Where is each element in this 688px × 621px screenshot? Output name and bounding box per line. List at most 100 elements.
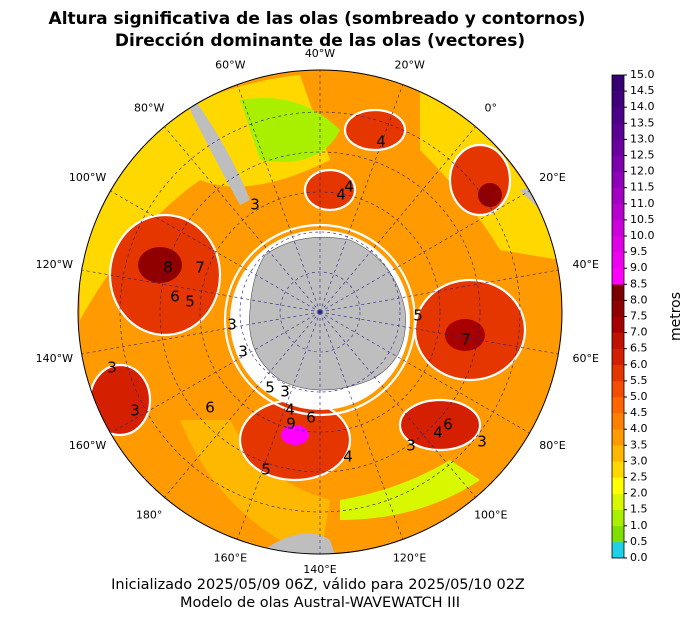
colorbar-tick-label: 7.0 (630, 326, 648, 339)
colorbar-band (612, 477, 624, 494)
meridian (319, 126, 476, 313)
contour-label: 3 (280, 383, 290, 401)
colorbar-band (612, 91, 624, 108)
colorbar-label: metros (668, 292, 684, 341)
colorbar-tick-label: 12.0 (630, 165, 655, 178)
longitude-label: 180° (136, 509, 163, 522)
colorbar-tick-label: 4.0 (630, 422, 648, 435)
colorbar-band (612, 461, 624, 478)
colorbar-band (612, 332, 624, 349)
contour-label: 3 (227, 316, 237, 334)
colorbar-tick-label: 0.0 (630, 551, 648, 564)
longitude-label: 60°W (215, 59, 245, 72)
longitude-label: 40°E (572, 258, 598, 271)
longitude-label: 40°W (305, 47, 335, 60)
colorbar-tick-label: 4.5 (630, 406, 648, 419)
colorbar-band (612, 509, 624, 527)
meridian (319, 311, 559, 355)
contour-label: 6 (170, 288, 180, 306)
colorbar-band (612, 445, 624, 462)
colorbar-tick-label: 7.5 (630, 310, 648, 323)
longitude-label: 80°E (539, 439, 565, 452)
colorbar-tick-label: 10.0 (630, 229, 655, 242)
contour-label: 7 (195, 259, 205, 277)
longitude-label: 60°E (572, 352, 598, 365)
colorbar-band (612, 413, 624, 430)
contour-label: 4 (336, 186, 346, 204)
colorbar-band (612, 284, 624, 301)
colorbar-tick-label: 2.5 (630, 471, 648, 484)
contour-label: 6 (205, 399, 215, 417)
contour-label: 4 (344, 178, 354, 196)
meridian (319, 311, 404, 540)
contour-label: 4 (343, 448, 353, 466)
contour-label: 8 (163, 259, 173, 277)
meridian (319, 190, 530, 313)
colorbar-tick-label: 13.5 (630, 116, 655, 129)
longitude-label: 20°E (539, 171, 565, 184)
longitude-label: 160°E (214, 551, 247, 564)
contour-label: 3 (406, 437, 416, 455)
colorbar-tick-label: 9.0 (630, 261, 648, 274)
colorbar-band (612, 380, 624, 398)
longitude-label: 160°W (69, 439, 106, 452)
title-line: Altura significativa de las olas (sombre… (49, 9, 586, 29)
colorbar-tick-label: 14.5 (630, 84, 655, 97)
colorbar-tick-label: 3.5 (630, 438, 648, 451)
colorbar-tick-label: 9.5 (630, 245, 648, 258)
colorbar-tick-label: 0.5 (630, 535, 648, 548)
colorbar-band (612, 364, 624, 382)
contour-label: 3 (238, 343, 248, 361)
longitude-label: 120°W (36, 258, 73, 271)
colorbar-band (612, 236, 624, 253)
meridian (319, 84, 404, 313)
colorbar-tick-label: 13.0 (630, 132, 655, 145)
contour-label: 5 (265, 379, 275, 397)
longitude-label: 100°E (474, 509, 507, 522)
contour-label: 7 (461, 331, 471, 349)
colorbar-band (612, 493, 624, 510)
colorbar-band (612, 300, 624, 317)
meridian (236, 84, 321, 313)
colorbar-band (612, 155, 624, 172)
contour-label: 4 (376, 133, 386, 151)
colorbar-tick-label: 6.5 (630, 342, 648, 355)
colorbar-band (612, 203, 624, 221)
meridian (319, 311, 530, 434)
colorbar-band (612, 75, 624, 92)
contour-label: 3 (477, 433, 487, 451)
colorbar-tick-label: 11.5 (630, 181, 655, 194)
meridian (164, 311, 321, 498)
contour-label: 3 (130, 402, 140, 420)
contour-label: 4 (285, 401, 295, 419)
contour-label: 9 (286, 415, 296, 433)
colorbar-tick-label: 11.0 (630, 197, 655, 210)
colorbar-band (612, 397, 624, 414)
longitude-label: 120°E (393, 551, 426, 564)
contour-label: 5 (413, 307, 423, 325)
contour-label: 3 (250, 196, 260, 214)
colorbar-band (612, 525, 624, 543)
colorbar-band (612, 107, 624, 124)
colorbar-band (612, 171, 624, 188)
colorbar-tick-label: 6.0 (630, 358, 648, 371)
meridian (164, 126, 321, 313)
meridian (110, 190, 321, 313)
colorbar-tick-label: 2.0 (630, 487, 648, 500)
colorbar-tick-label: 5.5 (630, 374, 648, 387)
contour-label: 5 (261, 461, 271, 479)
colorbar-tick-label: 1.0 (630, 519, 648, 532)
footer-line: Inicializado 2025/05/09 06Z, válido para… (111, 577, 525, 593)
contour-label: 3 (107, 359, 117, 377)
meridian (81, 311, 321, 355)
colorbar-tick-label: 1.5 (630, 503, 648, 516)
longitude-label: 20°W (394, 59, 424, 72)
colorbar-tick-label: 8.0 (630, 293, 648, 306)
colorbar-band (612, 348, 624, 366)
colorbar-tick-label: 14.0 (630, 100, 655, 113)
longitude-label: 100°W (69, 171, 106, 184)
colorbar-tick-label: 8.5 (630, 277, 648, 290)
contour-label: 6 (306, 409, 316, 427)
colorbar-band (612, 123, 624, 140)
